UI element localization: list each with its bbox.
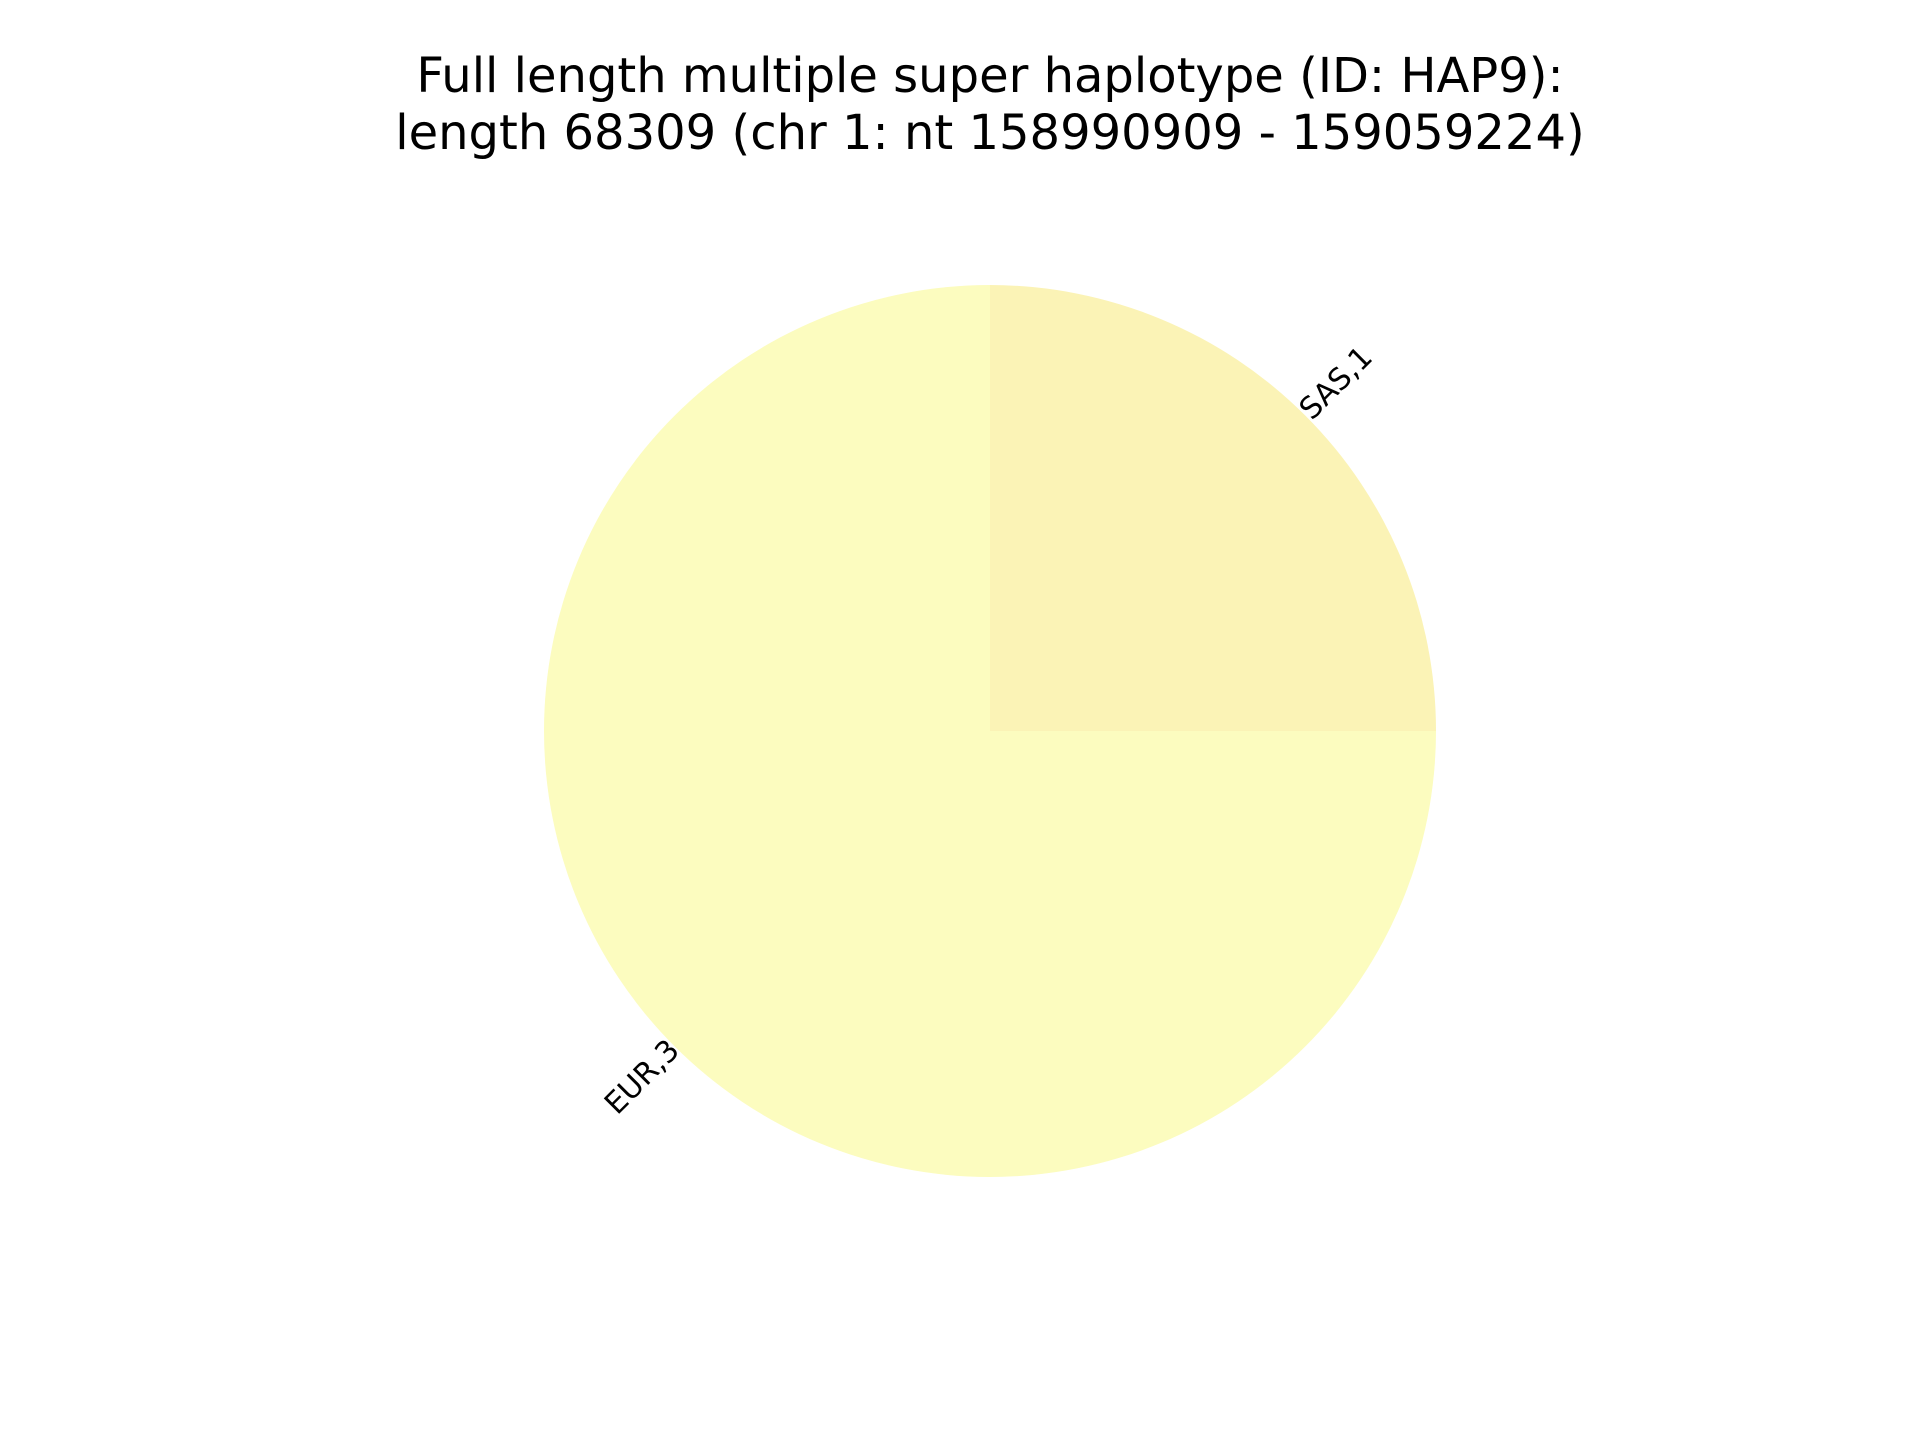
chart-title-line-1: Full length multiple super haplotype (ID… [416,48,1563,104]
chart-title: Full length multiple super haplotype (ID… [395,48,1584,161]
pie-slice-sas [990,285,1436,731]
chart-title-line-2: length 68309 (chr 1: nt 158990909 - 1590… [395,105,1584,161]
pie-slice-eur [544,285,1436,1177]
pie-slices [544,285,1436,1177]
